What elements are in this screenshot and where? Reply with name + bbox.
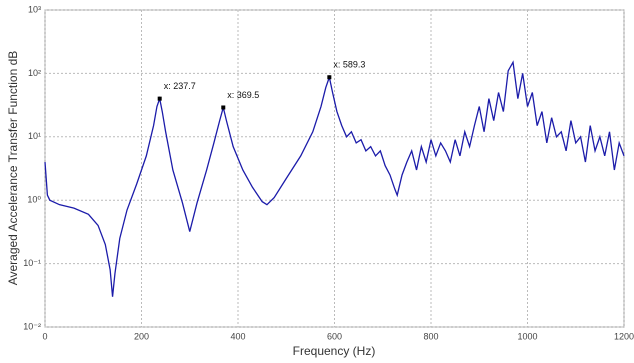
x-tick-label: 600	[327, 331, 342, 341]
annotation-marker	[327, 75, 332, 80]
x-tick-label: 1000	[517, 331, 537, 341]
x-axis-label: Frequency (Hz)	[293, 344, 376, 358]
x-tick-label: 400	[230, 331, 245, 341]
y-tick-label: 10⁻²	[23, 321, 41, 331]
y-tick-label: 10⁰	[27, 195, 41, 205]
annotation-marker	[157, 96, 162, 101]
y-axis-label: Averaged Accelerance Transfer Function d…	[6, 51, 20, 286]
annotation-label: x: 589.3	[333, 60, 365, 70]
y-tick-label: 10⁻¹	[23, 258, 41, 268]
x-tick-label: 1200	[614, 331, 634, 341]
y-tick-label: 10²	[28, 68, 41, 78]
annotation-marker	[221, 105, 226, 110]
annotation-label: x: 369.5	[227, 90, 259, 100]
x-tick-label: 200	[134, 331, 149, 341]
annotation-label: x: 237.7	[164, 81, 196, 91]
x-tick-label: 0	[42, 331, 47, 341]
y-tick-label: 10¹	[28, 131, 41, 141]
y-tick-label: 10³	[28, 4, 41, 14]
x-tick-label: 800	[423, 331, 438, 341]
